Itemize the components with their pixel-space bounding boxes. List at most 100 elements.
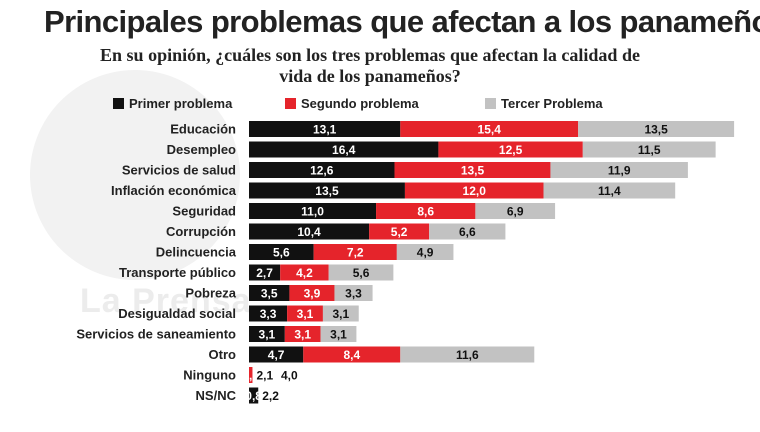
value-label-extra-ninguno-0: 2,1 <box>256 369 273 383</box>
value-label-tercer-servicios-de-saneamiento: 3,1 <box>330 328 347 342</box>
bar-tercer-corrupcion <box>429 223 506 240</box>
category-label-otro: Otro <box>209 347 237 362</box>
value-label-segundo-otro: 8,4 <box>343 348 360 362</box>
bar-primer-desempleo <box>249 141 439 158</box>
value-label-primer-seguridad: 11,0 <box>301 205 324 219</box>
value-label-primer-servicios-de-saneamiento: 3,1 <box>259 328 276 342</box>
bar-tercer-seguridad <box>475 203 556 219</box>
category-label-transporte-publico: Transporte público <box>119 265 236 280</box>
bar-tercer-pobreza <box>334 285 373 301</box>
value-label-tercer-pobreza: 3,3 <box>345 287 362 301</box>
bar-segundo-desempleo <box>438 141 583 158</box>
bar-segundo-transporte-publico <box>280 264 329 281</box>
legend-label-segundo: Segundo problema <box>301 96 419 111</box>
value-label-primer-transporte-publico: 2,7 <box>256 266 273 280</box>
legend-item-primer: Primer problema <box>113 96 232 111</box>
bar-tercer-delincuencia <box>396 244 454 260</box>
legend-swatch-tercer <box>485 98 496 109</box>
bar-tercer-educacion <box>578 121 735 137</box>
value-label-tercer-corrupcion: 6,6 <box>459 225 476 239</box>
legend: Primer problema Segundo problema Tercer … <box>0 96 760 114</box>
value-label-extra-ns-nc-0: 2,2 <box>262 389 279 403</box>
value-label-primer-ns-nc: 0,8 <box>245 389 262 403</box>
bar-primer-seguridad <box>249 203 377 219</box>
chart-title: Principales problemas que afectan a los … <box>44 4 760 39</box>
category-label-delincuencia: Delincuencia <box>156 245 237 260</box>
value-label-tercer-servicios-de-salud: 11,9 <box>608 164 631 178</box>
legend-swatch-primer <box>113 98 124 109</box>
value-label-segundo-transporte-publico: 4,2 <box>296 266 313 280</box>
value-label-tercer-otro: 11,6 <box>456 348 479 362</box>
value-label-extra-ninguno-1: 4,0 <box>281 369 298 383</box>
value-label-primer-servicios-de-salud: 12,6 <box>310 164 334 178</box>
value-label-primer-otro: 4,7 <box>268 348 285 362</box>
bar-segundo-seguridad <box>376 203 476 219</box>
bar-segundo-delincuencia <box>313 244 397 260</box>
legend-item-tercer: Tercer Problema <box>485 96 603 111</box>
value-label-segundo-servicios-de-saneamiento: 3,1 <box>294 328 311 342</box>
category-label-desempleo: Desempleo <box>167 142 236 157</box>
value-label-segundo-educacion: 15,4 <box>478 123 502 137</box>
bar-segundo-corrupcion <box>369 223 430 240</box>
legend-label-primer: Primer problema <box>129 96 233 111</box>
value-label-primer-delincuencia: 5,6 <box>273 246 290 260</box>
bar-primer-servicios-de-saneamiento <box>249 326 285 342</box>
bar-primer-desigualdad-social <box>249 305 288 322</box>
bar-tercer-otro <box>400 346 535 363</box>
category-label-ninguno: Ninguno <box>183 368 236 383</box>
bar-segundo-desigualdad-social <box>287 305 323 322</box>
legend-swatch-segundo <box>285 98 296 109</box>
legend-label-tercer: Tercer Problema <box>501 96 603 111</box>
value-label-primer-pobreza: 3,5 <box>261 287 278 301</box>
bar-tercer-inflacion-economica <box>543 182 676 199</box>
value-label-segundo-desigualdad-social: 3,1 <box>297 307 314 321</box>
chart-subtitle: En su opinión, ¿cuáles son los tres prob… <box>100 45 640 86</box>
value-label-tercer-seguridad: 6,9 <box>507 205 524 219</box>
value-label-tercer-inflacion-economica: 11,4 <box>598 184 621 198</box>
value-label-segundo-desempleo: 12,5 <box>499 143 523 157</box>
value-label-segundo-delincuencia: 7,2 <box>347 246 364 260</box>
category-label-pobreza: Pobreza <box>185 286 236 301</box>
category-label-corrupcion: Corrupción <box>166 224 236 239</box>
value-label-primer-educacion: 13,1 <box>313 123 337 137</box>
bar-primer-corrupcion <box>249 223 370 240</box>
bar-tercer-servicios-de-salud <box>550 162 688 178</box>
bar-segundo-otro <box>303 346 401 363</box>
legend-item-segundo: Segundo problema <box>285 96 419 111</box>
value-label-segundo-corrupcion: 5,2 <box>391 225 408 239</box>
bar-primer-delincuencia <box>249 244 314 260</box>
bar-segundo-ninguno <box>249 367 253 383</box>
value-label-primer-inflacion-economica: 13,5 <box>315 184 339 198</box>
bar-segundo-servicios-de-salud <box>394 162 551 178</box>
bar-primer-ns-nc <box>249 387 259 404</box>
bar-primer-educacion <box>249 121 401 137</box>
value-label-tercer-delincuencia: 4,9 <box>417 246 434 260</box>
bar-primer-pobreza <box>249 285 290 301</box>
value-label-tercer-educacion: 13,5 <box>644 123 668 137</box>
bar-segundo-inflacion-economica <box>404 182 544 199</box>
value-label-primer-desigualdad-social: 3,3 <box>260 307 277 321</box>
value-label-segundo-seguridad: 8,6 <box>417 205 434 219</box>
bar-tercer-transporte-publico <box>328 264 394 281</box>
bar-tercer-desempleo <box>582 141 716 158</box>
value-label-tercer-desempleo: 11,5 <box>638 143 661 157</box>
category-label-seguridad: Seguridad <box>172 204 236 219</box>
bar-tercer-servicios-de-saneamiento <box>320 326 357 342</box>
value-label-primer-desempleo: 16,4 <box>332 143 356 157</box>
value-label-segundo-ninguno: 0,3 <box>242 369 259 383</box>
bar-segundo-educacion <box>400 121 579 137</box>
value-label-tercer-desigualdad-social: 3,1 <box>332 307 349 321</box>
bar-segundo-servicios-de-saneamiento <box>284 326 321 342</box>
category-label-servicios-de-saneamiento: Servicios de saneamiento <box>76 327 236 342</box>
bar-tercer-desigualdad-social <box>322 305 359 322</box>
watermark-logo <box>30 70 240 280</box>
category-label-desigualdad-social: Desigualdad social <box>118 306 236 321</box>
bar-primer-inflacion-economica <box>249 182 405 199</box>
value-label-primer-corrupcion: 10,4 <box>297 225 321 239</box>
bar-segundo-pobreza <box>289 285 335 301</box>
value-label-segundo-servicios-de-salud: 13,5 <box>461 164 485 178</box>
value-label-tercer-transporte-publico: 5,6 <box>353 266 370 280</box>
bar-primer-otro <box>249 346 304 363</box>
bar-primer-transporte-publico <box>249 264 281 281</box>
